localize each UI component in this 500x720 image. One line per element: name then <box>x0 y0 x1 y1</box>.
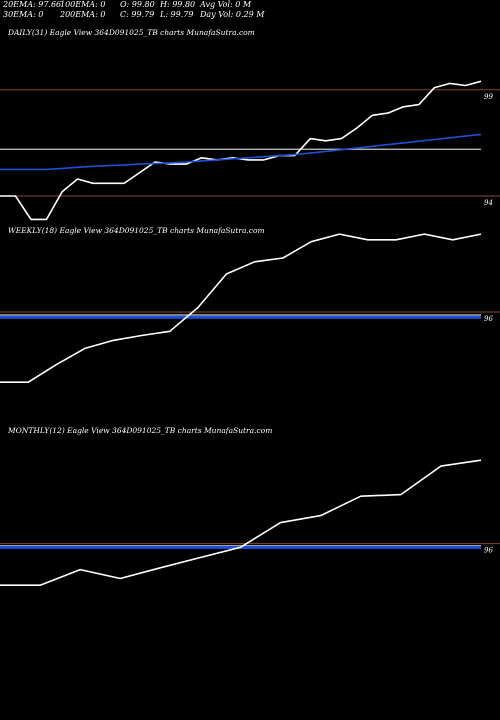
weekly-chart-title: WEEKLY(18) Eagle View 364D091025_TB char… <box>8 226 265 235</box>
daily-chart-title: DAILY(31) Eagle View 364D091025_TB chart… <box>8 28 255 37</box>
ema100-readout: 100EMA: 0 <box>60 0 106 9</box>
daily-y-tick-label: 94 <box>484 199 493 207</box>
daily-chart: 99 94 <box>0 80 500 221</box>
high-readout: H: 99.80 <box>160 0 196 9</box>
weekly-chart: 96 <box>0 233 500 383</box>
monthly-chart-title: MONTHLY(12) Eagle View 364D091025_TB cha… <box>8 426 273 435</box>
indicator-header: 20EMA: 97.66 100EMA: 0 O: 99.80 H: 99.80… <box>3 0 497 20</box>
weekly-y-tick-label: 96 <box>484 315 493 323</box>
daily-price-line <box>0 80 482 221</box>
open-readout: O: 99.80 <box>120 0 155 9</box>
day-volume-readout: Day Vol: 0.29 M <box>200 10 265 19</box>
monthly-y-tick-label: 96 <box>484 547 493 555</box>
ema30-readout: 30EMA: 0 <box>3 10 44 19</box>
daily-y-tick-label: 99 <box>484 93 493 101</box>
monthly-price-line <box>0 459 482 586</box>
daily-ema-line <box>0 133 482 171</box>
weekly-price-line <box>0 233 482 383</box>
ema20-readout: 20EMA: 97.66 <box>3 0 62 9</box>
ema200-readout: 200EMA: 0 <box>60 10 106 19</box>
low-readout: L: 99.79 <box>160 10 194 19</box>
close-readout: C: 99.79 <box>120 10 155 19</box>
avg-volume-readout: Avg Vol: 0 M <box>200 0 252 9</box>
monthly-chart: 96 <box>0 459 500 586</box>
